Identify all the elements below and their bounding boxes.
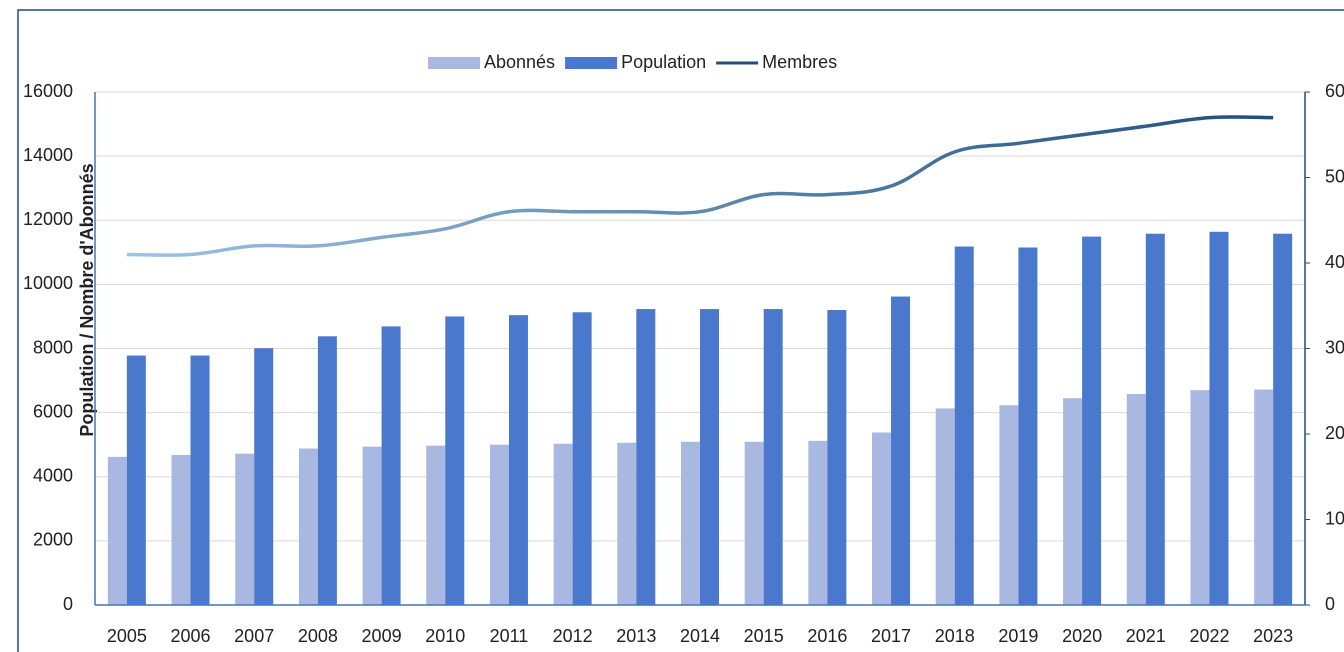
bar — [827, 310, 847, 605]
y2-tick-label: 30 — [1325, 337, 1344, 357]
bar — [1254, 389, 1274, 605]
y-tick-label: 14000 — [23, 145, 73, 165]
y2-tick-label: 40 — [1325, 252, 1344, 272]
bar — [1145, 233, 1165, 605]
x-tick-label: 2021 — [1126, 626, 1166, 646]
bar — [636, 309, 656, 605]
bar — [1063, 398, 1083, 605]
bar — [935, 408, 955, 605]
x-tick-label: 2013 — [616, 626, 656, 646]
x-tick-label: 2019 — [998, 626, 1038, 646]
bar — [107, 456, 127, 605]
chart-frame — [17, 9, 1344, 652]
x-tick-label: 2018 — [935, 626, 975, 646]
bar — [872, 432, 892, 605]
x-tick-label: 2016 — [807, 626, 847, 646]
bar — [1209, 231, 1229, 606]
line — [126, 115, 1274, 257]
x-tick-label: 2014 — [680, 626, 720, 646]
y2-tick-label: 50 — [1325, 166, 1344, 186]
x-tick-label: 2005 — [107, 626, 147, 646]
bar — [171, 454, 191, 605]
y-tick-label: 4000 — [33, 466, 73, 486]
bar — [298, 448, 318, 605]
bar — [954, 246, 974, 605]
bar — [1190, 390, 1210, 605]
y-tick-label: 10000 — [23, 273, 73, 293]
bar — [489, 444, 509, 605]
y-axis-label: Population / Nombre d'Abonnés — [77, 163, 97, 436]
legend-label: Abonnés — [484, 52, 555, 72]
bar — [235, 453, 255, 605]
y-tick-label: 8000 — [33, 337, 73, 357]
bar — [508, 315, 528, 605]
x-tick-label: 2020 — [1062, 626, 1102, 646]
y2-tick-label: 10 — [1325, 508, 1344, 528]
bar — [426, 445, 446, 605]
x-tick-label: 2023 — [1253, 626, 1293, 646]
legend-swatch — [428, 57, 480, 69]
x-tick-label: 2006 — [171, 626, 211, 646]
bar — [572, 312, 592, 605]
bar — [744, 441, 764, 605]
bar — [999, 405, 1019, 605]
legend-label: Membres — [762, 52, 837, 72]
bar — [808, 440, 828, 605]
legend-swatch — [565, 57, 618, 69]
x-tick-label: 2012 — [553, 626, 593, 646]
y2-tick-label: 0 — [1325, 594, 1335, 614]
bar — [445, 316, 465, 605]
y-tick-label: 6000 — [33, 401, 73, 421]
bar — [1273, 233, 1293, 605]
bar — [1126, 394, 1146, 605]
bar — [362, 446, 382, 605]
y2-tick-label: 20 — [1325, 423, 1344, 443]
bar — [381, 326, 401, 605]
y-tick-label: 2000 — [33, 530, 73, 550]
bar — [763, 309, 783, 605]
x-tick-label: 2008 — [298, 626, 338, 646]
y-tick-label: 0 — [63, 594, 73, 614]
bar — [891, 296, 911, 605]
x-tick-label: 2007 — [234, 626, 274, 646]
x-tick-label: 2017 — [871, 626, 911, 646]
bar — [1018, 247, 1038, 606]
bar — [190, 355, 210, 605]
bar — [617, 442, 637, 605]
x-tick-label: 2011 — [490, 626, 529, 646]
bar — [553, 443, 573, 605]
bar — [126, 355, 146, 605]
y2-tick-label: 60 — [1325, 81, 1344, 101]
x-tick-label: 2022 — [1189, 626, 1229, 646]
legend-label: Population — [621, 52, 706, 72]
bar — [317, 336, 337, 605]
bar — [700, 309, 719, 605]
bar — [254, 348, 274, 605]
bar — [1082, 236, 1102, 605]
y-tick-label: 16000 — [23, 81, 73, 101]
x-tick-label: 2015 — [744, 626, 784, 646]
bar — [681, 441, 700, 605]
y-tick-label: 12000 — [23, 209, 73, 229]
x-tick-label: 2010 — [425, 626, 465, 646]
x-tick-label: 2009 — [362, 626, 402, 646]
